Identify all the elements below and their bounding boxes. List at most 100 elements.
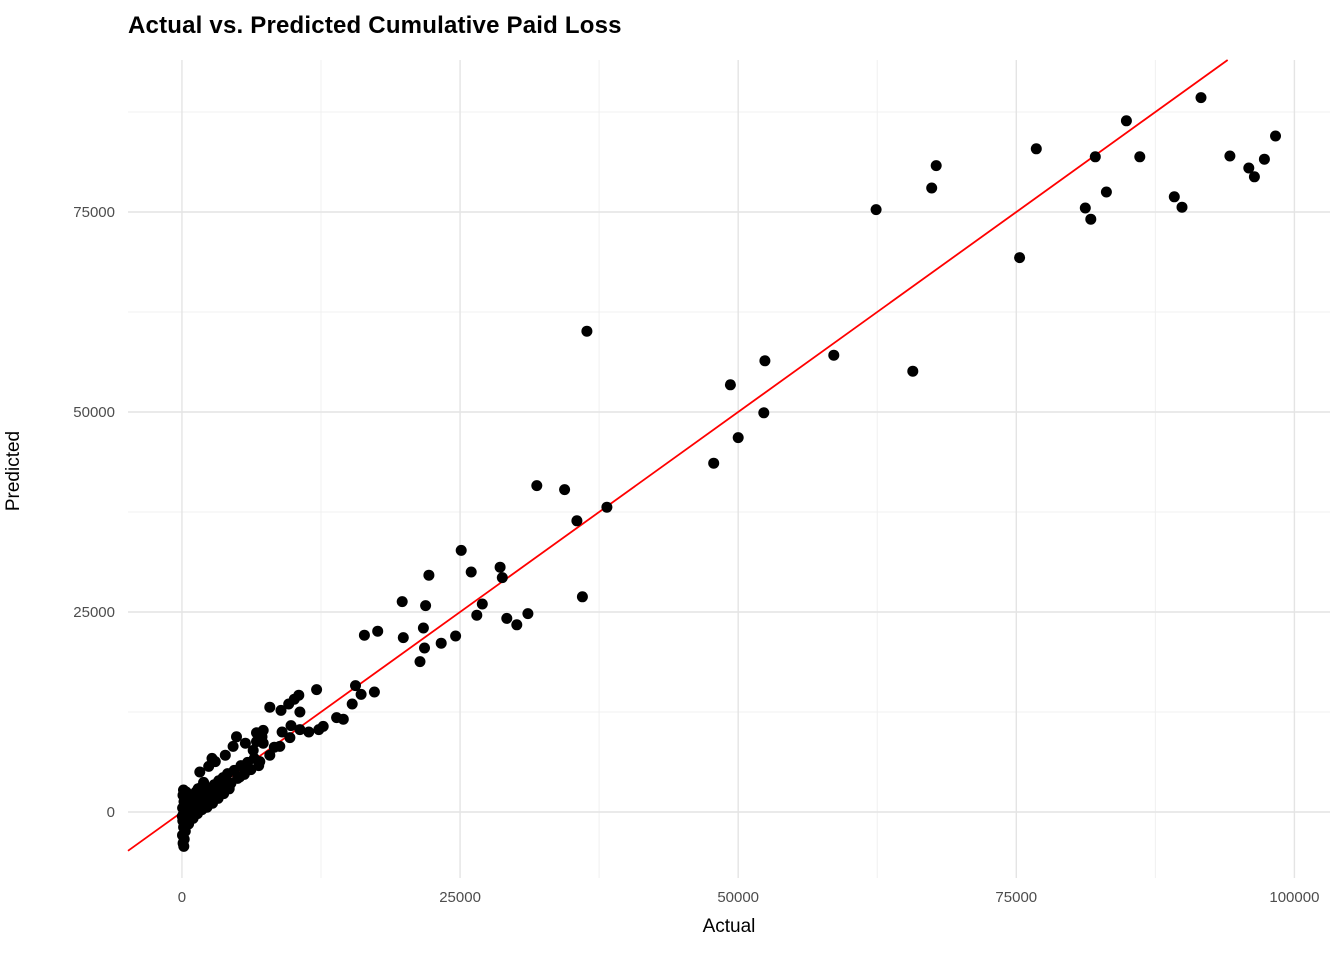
x-tick-label: 75000	[995, 889, 1037, 906]
data-point	[1168, 191, 1180, 203]
data-point	[264, 701, 276, 713]
x-tick-label: 50000	[717, 889, 759, 906]
data-point	[313, 724, 325, 736]
data-point	[337, 713, 349, 725]
data-point	[227, 740, 239, 752]
data-point	[708, 457, 720, 469]
data-point	[450, 630, 462, 642]
data-point	[285, 720, 297, 732]
data-point	[1134, 151, 1146, 163]
data-point	[178, 784, 189, 796]
data-point	[274, 740, 286, 752]
y-tick-label: 25000	[73, 604, 115, 621]
data-point	[257, 737, 269, 749]
data-point	[1243, 162, 1255, 174]
data-point	[870, 204, 882, 216]
data-point	[576, 591, 588, 603]
data-point	[724, 379, 736, 391]
data-point	[239, 737, 251, 749]
data-point	[522, 608, 534, 620]
y-tick-label: 50000	[73, 404, 115, 421]
data-point	[1195, 92, 1207, 104]
data-point	[178, 840, 190, 852]
data-point	[435, 637, 447, 649]
data-point	[531, 480, 543, 492]
data-point	[465, 566, 477, 578]
data-point	[283, 698, 295, 710]
regression-line-group	[127, 59, 1229, 852]
data-point	[1089, 151, 1101, 163]
y-tick-labels: 0 25000 50000 75000	[73, 204, 115, 821]
y-axis-title: Predicted	[3, 430, 24, 512]
data-point	[423, 569, 435, 581]
data-point	[559, 484, 571, 496]
x-axis-title: Actual	[702, 916, 756, 937]
data-point	[1176, 201, 1188, 213]
data-point	[180, 794, 192, 806]
data-point	[206, 752, 218, 764]
data-point	[455, 544, 467, 556]
x-tick-label: 25000	[439, 889, 481, 906]
data-point	[581, 325, 593, 337]
data-point	[414, 656, 426, 668]
data-point	[732, 432, 744, 444]
data-point	[231, 731, 242, 743]
data-point	[198, 776, 210, 788]
data-point	[264, 749, 276, 761]
data-point	[350, 680, 361, 692]
data-point	[253, 760, 265, 772]
data-point	[758, 407, 770, 419]
data-point	[303, 726, 315, 738]
data-point	[930, 160, 942, 172]
data-point	[346, 698, 358, 710]
data-point	[219, 749, 231, 761]
x-tick-label: 100000	[1269, 889, 1319, 906]
data-point	[496, 572, 508, 584]
data-point	[926, 182, 938, 194]
data-point	[1270, 130, 1281, 142]
data-point	[396, 596, 408, 608]
grid-minor	[128, 60, 1330, 878]
y-tick-label: 0	[107, 804, 115, 821]
data-point	[511, 619, 523, 631]
data-point	[311, 684, 323, 696]
data-point	[1224, 150, 1236, 162]
data-point	[471, 609, 483, 621]
grid-major	[128, 60, 1330, 878]
data-point	[179, 822, 191, 834]
data-point	[907, 365, 919, 377]
data-point	[501, 612, 513, 624]
data-point	[1030, 143, 1042, 155]
data-point	[420, 600, 432, 612]
data-point	[257, 724, 269, 736]
data-point	[355, 688, 367, 700]
data-point	[419, 642, 430, 654]
data-point	[476, 598, 488, 610]
x-tick-labels: 0 25000 50000 75000 100000	[178, 889, 1320, 906]
x-tick-label: 0	[178, 889, 186, 906]
data-point	[1258, 153, 1270, 165]
data-point	[194, 766, 206, 778]
data-points	[176, 92, 1281, 852]
data-point	[372, 625, 384, 637]
data-point	[1248, 171, 1260, 183]
y-tick-label: 75000	[73, 204, 115, 221]
data-point	[828, 349, 840, 361]
data-point	[358, 629, 370, 641]
data-point	[1085, 213, 1097, 225]
data-point	[1079, 202, 1091, 214]
data-point	[417, 622, 429, 634]
identity-line	[127, 59, 1229, 852]
chart-title: Actual vs. Predicted Cumulative Paid Los…	[128, 12, 622, 39]
data-point	[223, 783, 235, 795]
data-point	[759, 355, 771, 367]
data-point	[1120, 115, 1132, 127]
data-point	[571, 515, 583, 527]
data-point	[276, 726, 288, 738]
data-point	[601, 501, 613, 513]
data-point	[294, 706, 306, 718]
data-point	[200, 799, 212, 811]
data-point	[176, 810, 188, 822]
